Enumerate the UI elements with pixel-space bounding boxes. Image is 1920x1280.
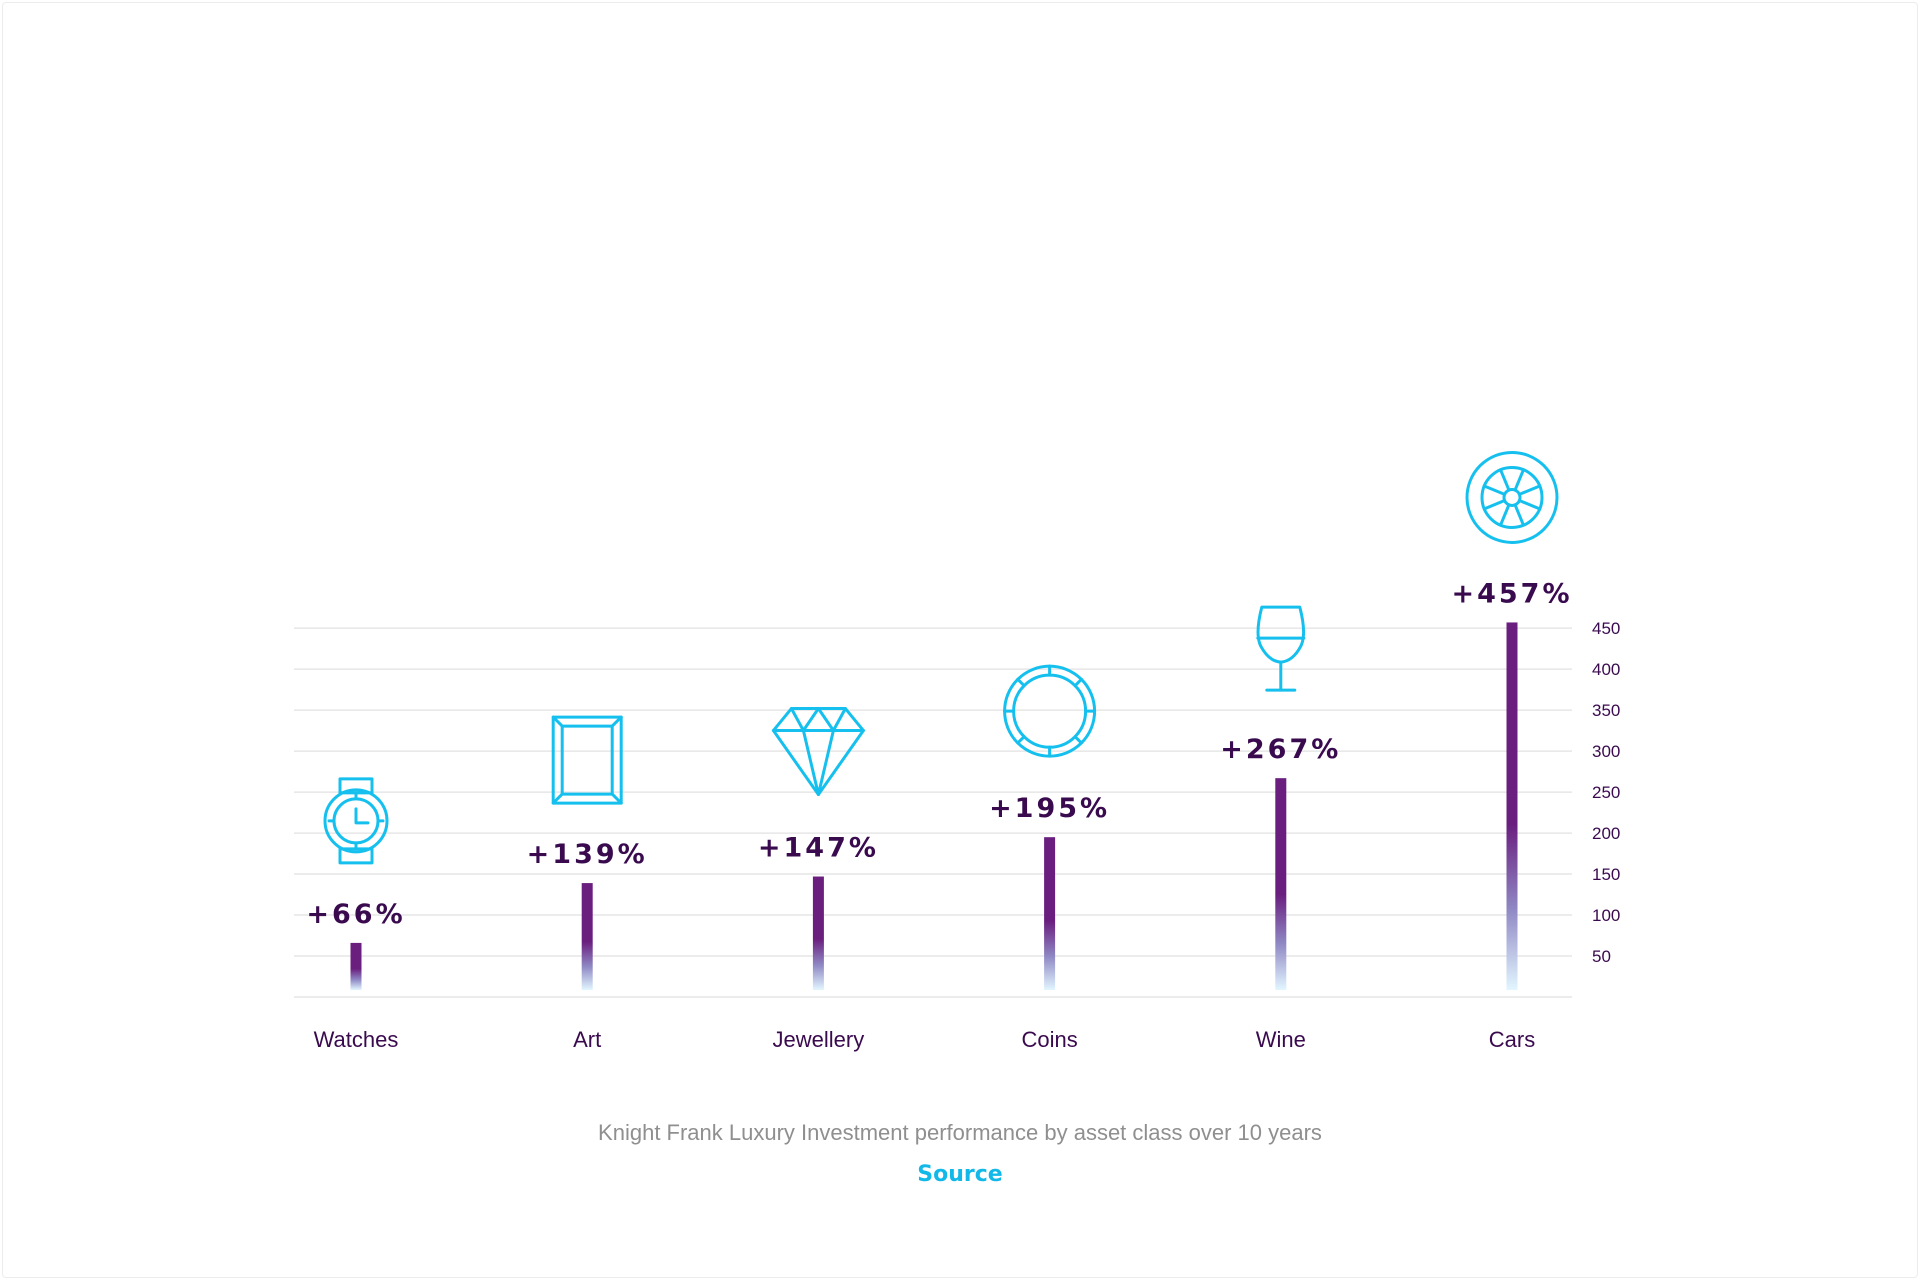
category-label: Coins (1021, 1027, 1077, 1052)
chart-caption: Knight Frank Luxury Investment performan… (598, 1120, 1322, 1145)
category-labels: Watches Art Jewellery Coins Wine Cars (314, 1027, 1536, 1052)
value-label: +195% (989, 793, 1110, 824)
category-icons (323, 450, 1559, 865)
category-label: Cars (1489, 1027, 1535, 1052)
wine-glass-icon (1256, 605, 1306, 692)
y-axis-ticks: 50 100 150 200 250 300 350 400 450 (1592, 619, 1620, 966)
y-tick-label: 400 (1592, 660, 1620, 679)
category-label: Jewellery (773, 1027, 865, 1052)
source-link[interactable]: Source (917, 1162, 1003, 1187)
bar-cars (1506, 622, 1518, 990)
bar-wine (1275, 778, 1287, 990)
coin-icon (1003, 664, 1097, 758)
value-labels: +66% +139% +147% +195% +267% +457% (306, 578, 1572, 930)
y-tick-label: 350 (1592, 701, 1620, 720)
y-tick-label: 150 (1592, 865, 1620, 884)
bar-jewellery (812, 876, 824, 990)
y-tick-label: 450 (1592, 619, 1620, 638)
diamond-icon (771, 707, 865, 797)
value-label: +66% (306, 899, 405, 930)
y-tick-label: 300 (1592, 742, 1620, 761)
category-label: Art (573, 1027, 601, 1052)
y-tick-label: 250 (1592, 783, 1620, 802)
value-label: +267% (1220, 734, 1341, 765)
value-label: +139% (527, 839, 648, 870)
picture-frame-icon (551, 715, 623, 805)
gridlines (294, 627, 1572, 998)
y-tick-label: 200 (1592, 824, 1620, 843)
bar-watches (350, 942, 362, 990)
y-tick-label: 100 (1592, 906, 1620, 925)
value-label: +147% (758, 833, 879, 864)
category-label: Wine (1256, 1027, 1306, 1052)
bar-coins (1044, 837, 1056, 990)
bars (350, 622, 1518, 990)
value-label: +457% (1451, 578, 1572, 609)
bar-art (581, 883, 593, 990)
watch-icon (323, 777, 389, 865)
category-label: Watches (314, 1027, 399, 1052)
y-tick-label: 50 (1592, 947, 1611, 966)
wheel-icon (1465, 450, 1559, 544)
